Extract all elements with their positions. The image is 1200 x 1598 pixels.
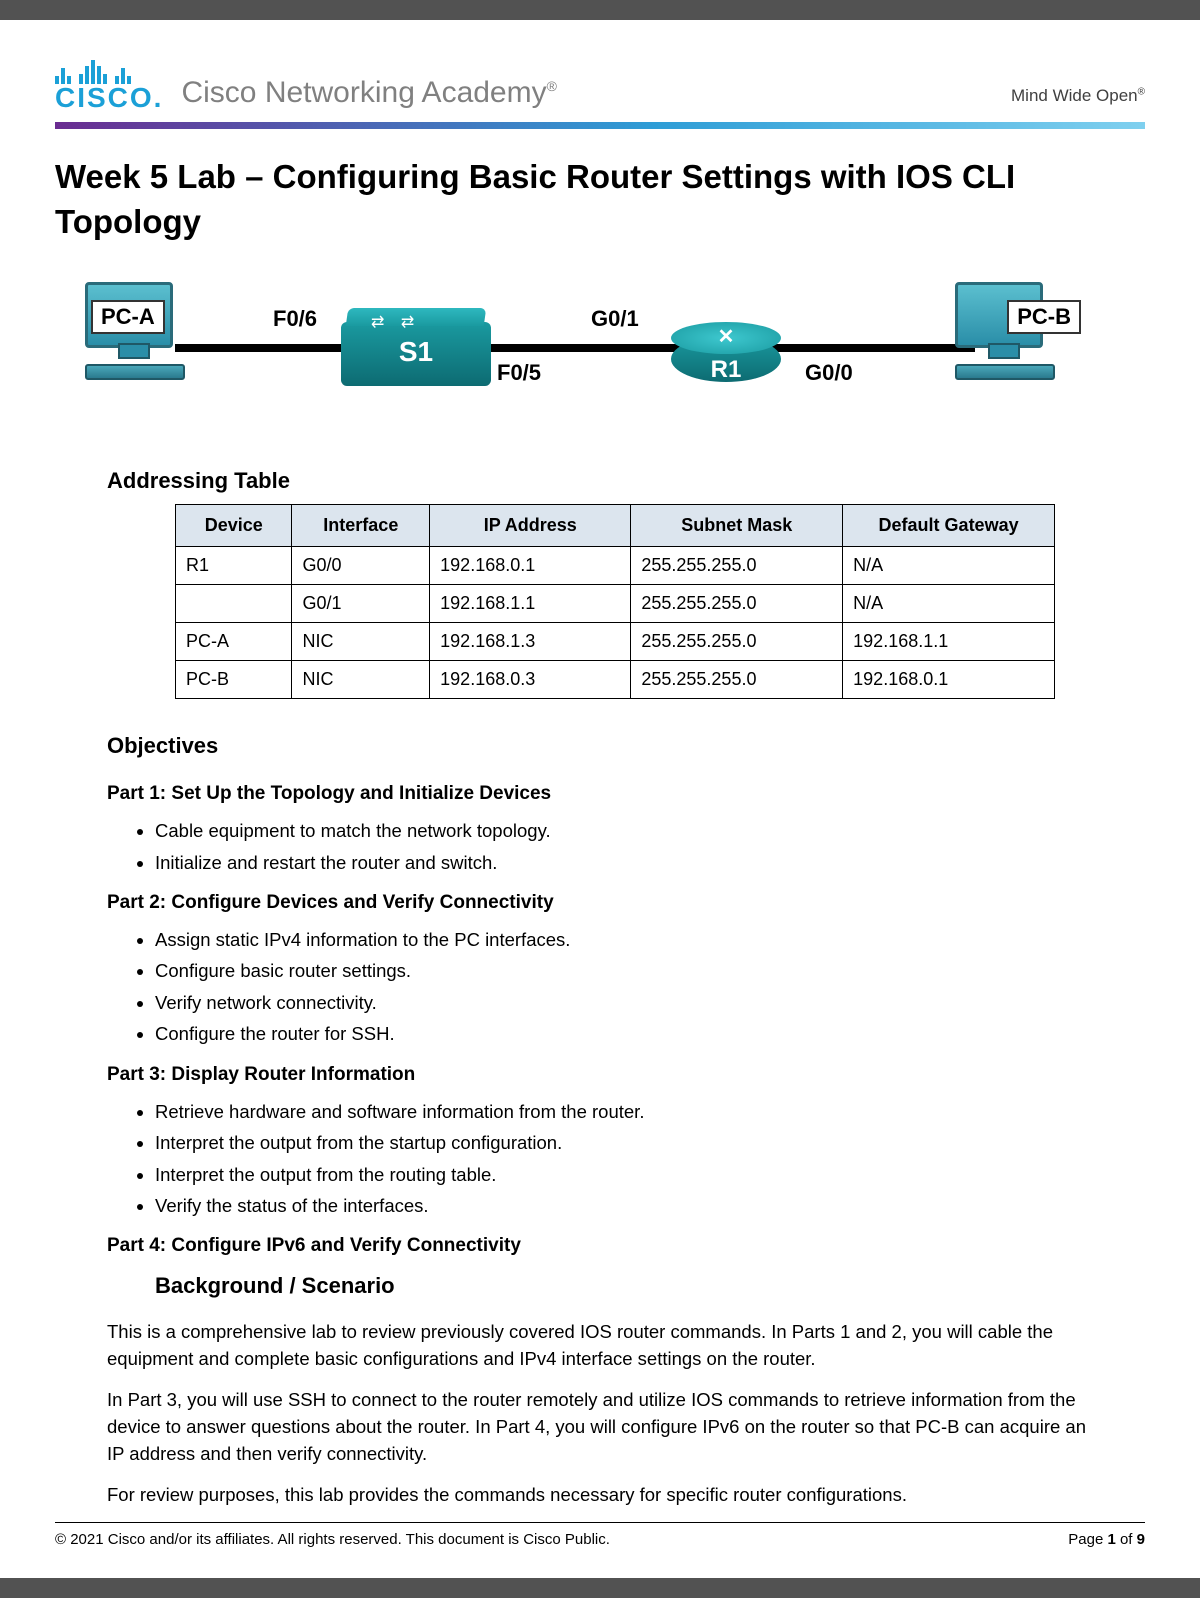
table-cell: NIC <box>292 661 430 699</box>
footer-page: Page 1 of 9 <box>1068 1531 1145 1548</box>
page-header: CISCO. Cisco Networking Academy® Mind Wi… <box>55 60 1145 118</box>
table-header-cell: Device <box>176 505 292 547</box>
paragraph: This is a comprehensive lab to review pr… <box>107 1319 1093 1373</box>
table-row: G0/1192.168.1.1255.255.255.0N/A <box>176 585 1055 623</box>
wire-s1-r1 <box>465 344 685 352</box>
tagline-text: Mind Wide Open <box>1011 86 1138 105</box>
footer-copyright: © 2021 Cisco and/or its affiliates. All … <box>55 1531 610 1548</box>
table-cell: 255.255.255.0 <box>631 661 843 699</box>
page-num: 1 <box>1107 1531 1115 1548</box>
list-item: Verify the status of the interfaces. <box>155 1190 1145 1221</box>
table-header-cell: Default Gateway <box>843 505 1055 547</box>
table-cell: 192.168.1.3 <box>430 623 631 661</box>
addressing-table: DeviceInterfaceIP AddressSubnet MaskDefa… <box>175 504 1055 699</box>
page-footer: © 2021 Cisco and/or its affiliates. All … <box>55 1522 1145 1548</box>
table-cell <box>176 585 292 623</box>
list-item: Assign static IPv4 information to the PC… <box>155 924 1145 955</box>
table-cell: NIC <box>292 623 430 661</box>
router-icon: ✕ R1 <box>671 318 781 382</box>
link-label-f05: F0/5 <box>497 360 541 386</box>
table-cell: G0/1 <box>292 585 430 623</box>
document-title: Week 5 Lab – Configuring Basic Router Se… <box>55 155 1145 244</box>
link-label-f06: F0/6 <box>273 306 317 332</box>
topology-diagram: F0/6 F0/5 G0/1 G0/0 PC-A ⇄ ⇄ S1 ✕ R1 PC-… <box>85 272 1115 432</box>
pc-b-icon: PC-B <box>955 282 1075 402</box>
table-row: PC-ANIC192.168.1.3255.255.255.0192.168.1… <box>176 623 1055 661</box>
page: CISCO. Cisco Networking Academy® Mind Wi… <box>0 20 1200 1578</box>
table-header-cell: IP Address <box>430 505 631 547</box>
wire-r1-pcb <box>765 344 975 352</box>
table-cell: 192.168.0.3 <box>430 661 631 699</box>
table-header-cell: Subnet Mask <box>631 505 843 547</box>
academy-text: Cisco Networking Academy® <box>181 76 556 112</box>
list-item: Retrieve hardware and software informati… <box>155 1096 1145 1127</box>
paragraph: For review purposes, this lab provides t… <box>107 1482 1093 1509</box>
router-label: R1 <box>671 356 781 384</box>
table-cell: N/A <box>843 547 1055 585</box>
table-cell: N/A <box>843 585 1055 623</box>
table-cell: 255.255.255.0 <box>631 623 843 661</box>
part-heading: Part 4: Configure IPv6 and Verify Connec… <box>107 1235 1145 1257</box>
table-cell: 255.255.255.0 <box>631 547 843 585</box>
list-item: Initialize and restart the router and sw… <box>155 847 1145 878</box>
page-total: 9 <box>1137 1531 1145 1548</box>
pc-b-label: PC-B <box>1007 300 1081 334</box>
page-of: of <box>1116 1531 1137 1548</box>
brand-block: CISCO. Cisco Networking Academy® <box>55 60 557 112</box>
cisco-logo: CISCO. <box>55 60 163 112</box>
objective-list: Cable equipment to match the network top… <box>155 815 1145 878</box>
background-container: This is a comprehensive lab to review pr… <box>55 1309 1145 1522</box>
part-heading: Part 3: Display Router Information <box>107 1064 1145 1086</box>
pc-a-icon: PC-A <box>85 282 205 402</box>
header-gradient-bar <box>55 122 1145 129</box>
table-cell: 192.168.1.1 <box>430 585 631 623</box>
addressing-heading: Addressing Table <box>107 468 1145 494</box>
page-label: Page <box>1068 1531 1107 1548</box>
list-item: Verify network connectivity. <box>155 987 1145 1018</box>
list-item: Interpret the output from the routing ta… <box>155 1159 1145 1190</box>
table-cell: R1 <box>176 547 292 585</box>
table-row: PC-BNIC192.168.0.3255.255.255.0192.168.0… <box>176 661 1055 699</box>
list-item: Cable equipment to match the network top… <box>155 815 1145 846</box>
link-label-g01: G0/1 <box>591 306 639 332</box>
list-item: Interpret the output from the startup co… <box>155 1127 1145 1158</box>
table-row: R1G0/0192.168.0.1255.255.255.0N/A <box>176 547 1055 585</box>
list-item: Configure basic router settings. <box>155 955 1145 986</box>
objectives-heading: Objectives <box>107 733 1145 759</box>
part-heading: Part 1: Set Up the Topology and Initiali… <box>107 783 1145 805</box>
link-label-g00: G0/0 <box>805 360 853 386</box>
table-cell: 192.168.1.1 <box>843 623 1055 661</box>
table-header-row: DeviceInterfaceIP AddressSubnet MaskDefa… <box>176 505 1055 547</box>
table-cell: 192.168.0.1 <box>430 547 631 585</box>
background-heading: Background / Scenario <box>155 1273 1145 1299</box>
table-header-cell: Interface <box>292 505 430 547</box>
cisco-wordmark: CISCO. <box>55 84 163 112</box>
tagline: Mind Wide Open® <box>1011 86 1145 112</box>
objectives-container: Part 1: Set Up the Topology and Initiali… <box>55 769 1145 1267</box>
part-heading: Part 2: Configure Devices and Verify Con… <box>107 892 1145 914</box>
table-cell: G0/0 <box>292 547 430 585</box>
switch-icon: ⇄ ⇄ S1 <box>341 322 491 386</box>
paragraph: In Part 3, you will use SSH to connect t… <box>107 1387 1093 1467</box>
objective-list: Retrieve hardware and software informati… <box>155 1096 1145 1222</box>
table-cell: PC-B <box>176 661 292 699</box>
table-cell: 192.168.0.1 <box>843 661 1055 699</box>
objective-list: Assign static IPv4 information to the PC… <box>155 924 1145 1050</box>
academy-label: Cisco Networking Academy <box>181 76 546 109</box>
table-cell: 255.255.255.0 <box>631 585 843 623</box>
list-item: Configure the router for SSH. <box>155 1018 1145 1049</box>
cisco-bars-icon <box>55 60 163 84</box>
pc-a-label: PC-A <box>91 300 165 334</box>
table-cell: PC-A <box>176 623 292 661</box>
